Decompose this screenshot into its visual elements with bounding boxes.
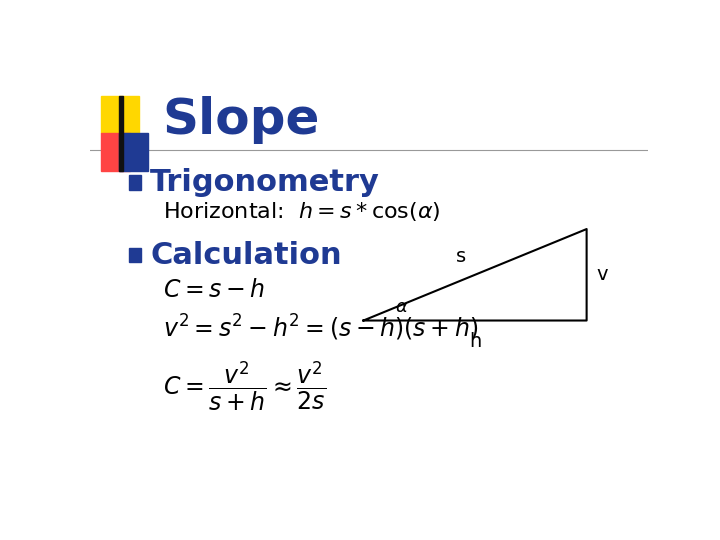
- Text: h: h: [469, 332, 481, 351]
- Text: s: s: [456, 247, 466, 266]
- Bar: [129, 248, 141, 262]
- Text: $\alpha$: $\alpha$: [395, 298, 408, 316]
- Text: v: v: [596, 265, 608, 284]
- Bar: [101, 133, 130, 171]
- Text: Slope: Slope: [163, 96, 320, 144]
- Bar: [119, 133, 148, 171]
- Text: $C = \dfrac{v^2}{s+h} \approx \dfrac{v^2}{2s}$: $C = \dfrac{v^2}{s+h} \approx \dfrac{v^2…: [163, 359, 325, 413]
- Text: $v^2 = s^2 - h^2 = (s-h)(s+h)$: $v^2 = s^2 - h^2 = (s-h)(s+h)$: [163, 313, 478, 343]
- Bar: [129, 176, 141, 190]
- Bar: [119, 96, 124, 171]
- Text: Horizontal:  $h = s*\cos(\alpha)$: Horizontal: $h = s*\cos(\alpha)$: [163, 200, 440, 222]
- Text: Trigonometry: Trigonometry: [150, 168, 380, 197]
- Text: $C = s - h$: $C = s - h$: [163, 278, 265, 302]
- Text: Calculation: Calculation: [150, 241, 342, 270]
- Bar: [101, 96, 139, 133]
